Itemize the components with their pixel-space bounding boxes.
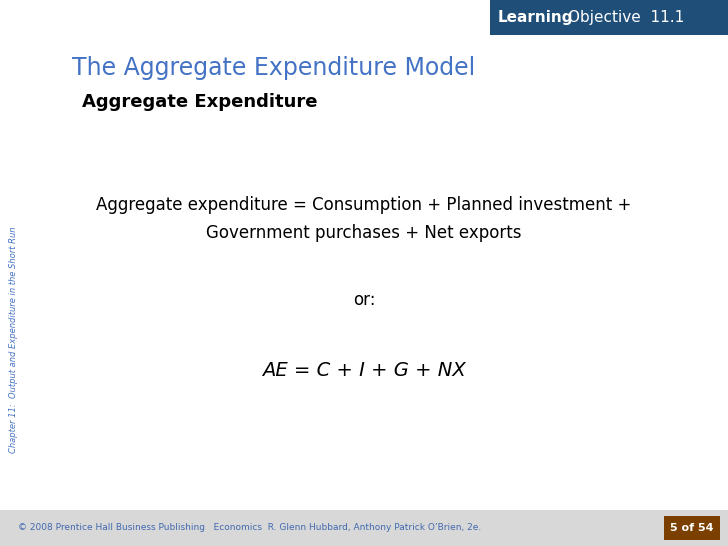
Text: AE = C + I + G + NX: AE = C + I + G + NX	[262, 360, 466, 379]
Text: Chapter 11:  Output and Expenditure in the Short Run: Chapter 11: Output and Expenditure in th…	[9, 227, 18, 453]
Text: Aggregate expenditure = Consumption + Planned investment +: Aggregate expenditure = Consumption + Pl…	[96, 196, 632, 214]
Text: or:: or:	[353, 291, 375, 309]
Text: The Aggregate Expenditure Model: The Aggregate Expenditure Model	[72, 56, 475, 80]
Bar	[664, 516, 720, 540]
Text: Objective  11.1: Objective 11.1	[568, 10, 684, 25]
Bar	[0, 510, 728, 546]
Text: Government purchases + Net exports: Government purchases + Net exports	[206, 224, 522, 242]
Bar	[490, 0, 728, 35]
Text: 5 of 54: 5 of 54	[670, 523, 713, 533]
Text: Aggregate Expenditure: Aggregate Expenditure	[82, 93, 317, 111]
Text: Learning: Learning	[498, 10, 574, 25]
Text: © 2008 Prentice Hall Business Publishing   Economics  R. Glenn Hubbard, Anthony : © 2008 Prentice Hall Business Publishing…	[18, 524, 481, 532]
